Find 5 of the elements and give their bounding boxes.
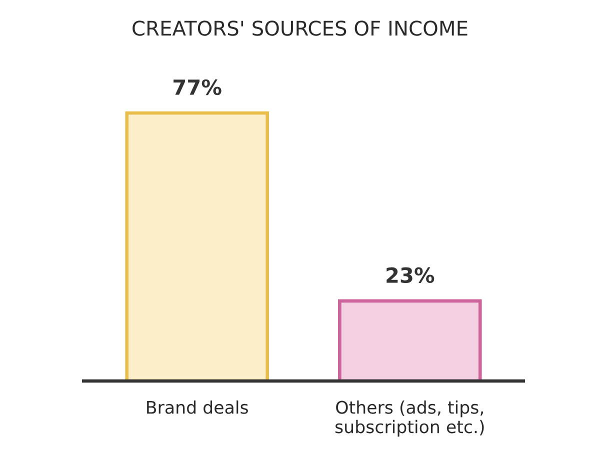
x-tick-label: Others (ads, tips, subscription etc.) bbox=[335, 400, 484, 437]
data-label: 77% bbox=[174, 79, 222, 96]
x-tick-label: Brand deals bbox=[147, 400, 248, 414]
data-label: 23% bbox=[386, 267, 434, 284]
chart-title: CREATORS' SOURCES OF INCOME bbox=[132, 20, 468, 36]
